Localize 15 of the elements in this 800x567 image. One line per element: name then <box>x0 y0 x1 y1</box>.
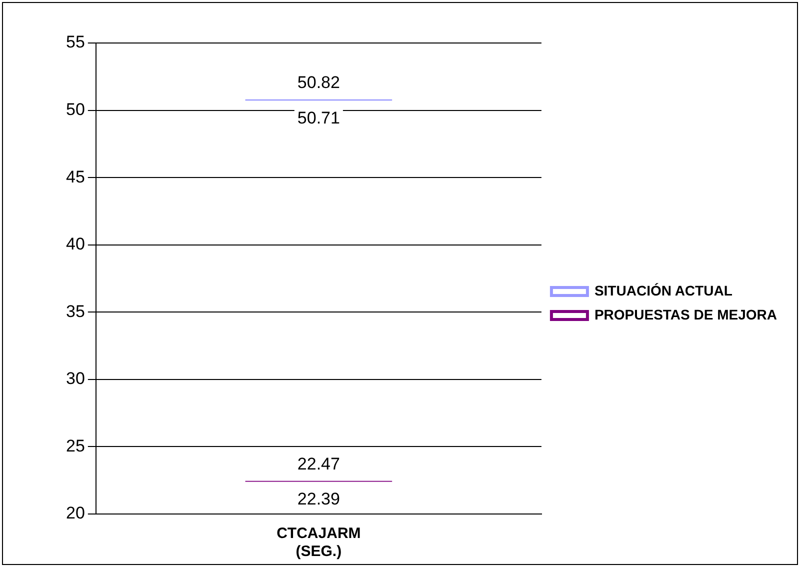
y-tick-label: 40 <box>66 234 85 254</box>
y-tick-label: 30 <box>66 369 85 388</box>
annotation: 50.71 <box>297 108 340 128</box>
y-tick-label: 20 <box>66 504 85 523</box>
y-tick-label: 25 <box>66 436 85 456</box>
legend-label: SITUACIÓN ACTUAL <box>594 282 733 298</box>
x-tick-label: CTCAJARM (SEG.) <box>276 525 361 560</box>
y-tick-label: 50 <box>66 100 85 119</box>
annotation: 50.82 <box>297 72 340 92</box>
y-tick-label: 55 <box>66 32 85 52</box>
legend-label: PROPUESTAS DE MEJORA <box>594 306 777 322</box>
y-tick-label: 35 <box>66 302 85 321</box>
annotation: 22.47 <box>297 454 340 474</box>
y-tick-label: 45 <box>66 167 85 186</box>
annotation: 22.39 <box>297 490 340 509</box>
